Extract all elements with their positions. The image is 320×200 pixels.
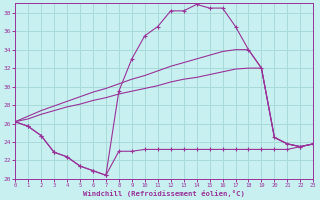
X-axis label: Windchill (Refroidissement éolien,°C): Windchill (Refroidissement éolien,°C)	[83, 190, 245, 197]
